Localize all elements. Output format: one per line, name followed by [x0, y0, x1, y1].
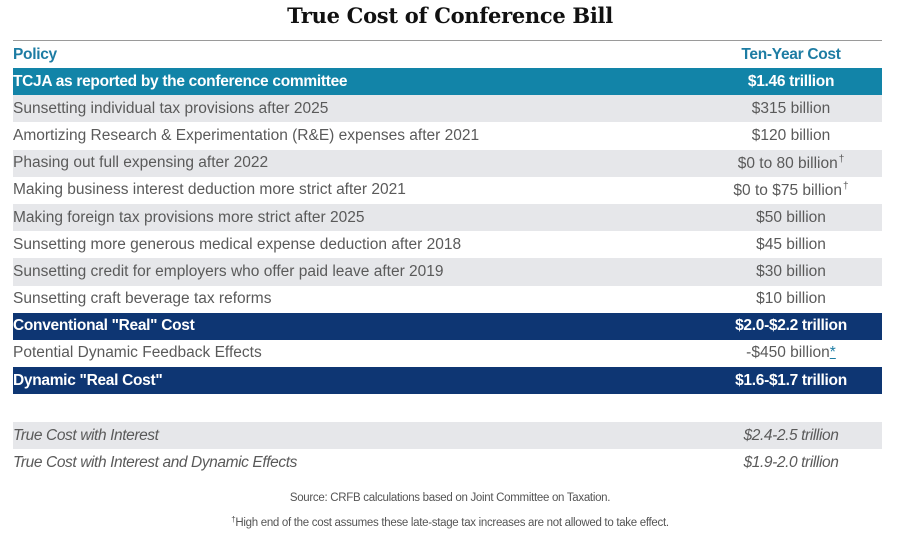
table-row: TCJA as reported by the conference commi…: [13, 68, 882, 96]
cost-value: $45 billion: [756, 235, 826, 253]
cost-value: $1.9-2.0 trillion: [743, 454, 839, 472]
cost-cell: $50 billion: [706, 209, 876, 227]
cost-value: $2.4-2.5 trillion: [743, 426, 839, 444]
table-row: Amortizing Research & Experimentation (R…: [13, 122, 882, 150]
policy-cell: Phasing out full expensing after 2022: [13, 154, 269, 172]
source-note: Source: CRFB calculations based on Joint…: [289, 492, 611, 504]
cost-value: $30 billion: [756, 262, 826, 280]
cost-value: $120 billion: [751, 126, 831, 144]
cost-table: Policy Ten-Year Cost TCJA as reported by…: [13, 40, 882, 477]
table-row: True Cost with Interest and Dynamic Effe…: [13, 449, 882, 477]
cost-cell: $2.0-$2.2 trillion: [706, 317, 876, 335]
dagger-footnote-mark: †: [838, 153, 845, 165]
dagger-footnote-mark: †: [843, 180, 849, 192]
policy-cell: Potential Dynamic Feedback Effects: [13, 344, 262, 362]
policy-cell: Sunsetting craft beverage tax reforms: [13, 290, 272, 308]
policy-cell: TCJA as reported by the conference commi…: [13, 72, 348, 90]
cost-value: $10 billion: [756, 290, 826, 308]
dagger-note: †High end of the cost assumes these late…: [0, 509, 900, 530]
main-rows: TCJA as reported by the conference commi…: [13, 68, 882, 395]
cost-value: $0 to $75 billion: [733, 181, 843, 199]
table-row: Conventional "Real" Cost $2.0-$2.2 trilli…: [13, 312, 882, 340]
table-row: Potential Dynamic Feedback Effects -$450 …: [13, 339, 882, 368]
page-title: True Cost of Conference Bill: [287, 3, 613, 28]
policy-cell: Making foreign tax provisions more stric…: [13, 208, 365, 226]
table-row: Phasing out full expensing after 2022 $0 …: [13, 149, 882, 177]
table-top-rule: [13, 40, 882, 41]
policy-cell: Sunsetting more generous medical expense…: [13, 235, 462, 253]
cost-cell: $1.6-$1.7 trillion: [706, 372, 876, 390]
policy-cell: True Cost with Interest: [13, 426, 159, 444]
policy-cell: Sunsetting individual tax provisions aft…: [13, 99, 329, 117]
cost-value: $0 to 80 billion: [737, 154, 838, 172]
policy-cell: Making business interest deduction more …: [13, 181, 406, 199]
cost-cell: $120 billion: [706, 127, 876, 145]
table-row: Sunsetting credit for employers who offe…: [13, 258, 882, 286]
cost-cell: $1.9-2.0 trillion: [706, 454, 876, 472]
cost-value: $315 billion: [751, 99, 831, 117]
cost-value: $1.6-$1.7 trillion: [735, 371, 847, 389]
table-row: Sunsetting individual tax provisions aft…: [13, 95, 882, 123]
footnotes: Source: CRFB calculations based on Joint…: [0, 488, 900, 530]
section-spacer: [13, 394, 882, 422]
cost-value: $1.46 trillion: [747, 72, 835, 90]
policy-cell: Dynamic "Real Cost": [13, 371, 163, 389]
cost-value: $2.0-$2.2 trillion: [735, 317, 847, 335]
cost-value: -$450 billion: [746, 344, 830, 362]
policy-cell: True Cost with Interest and Dynamic Effe…: [13, 454, 298, 472]
dagger-note-text: High end of the cost assumes these late-…: [235, 517, 669, 529]
cost-cell: -$450 billion*: [706, 344, 876, 362]
cost-cell: $315 billion: [706, 100, 876, 118]
cost-cell: $0 to 80 billion†: [706, 154, 876, 173]
asterisk-footnote-link[interactable]: *: [829, 344, 836, 362]
cost-value: $50 billion: [756, 208, 826, 226]
table-row: Making foreign tax provisions more stric…: [13, 203, 882, 232]
table-header: Policy Ten-Year Cost: [13, 41, 882, 68]
cost-cell: $10 billion: [706, 290, 876, 308]
dagger-mark: †: [231, 515, 236, 524]
column-header-policy: Policy: [13, 45, 57, 63]
interest-rows: True Cost with Interest $2.4-2.5 trillion…: [13, 422, 882, 477]
cost-cell: $45 billion: [706, 236, 876, 254]
cost-cell: $1.46 trillion: [706, 73, 876, 91]
cost-cell: $2.4-2.5 trillion: [706, 427, 876, 445]
table-row: True Cost with Interest $2.4-2.5 trillion: [13, 422, 882, 450]
table-row: Dynamic "Real Cost" $1.6-$1.7 trillion: [13, 367, 882, 395]
table-row: Sunsetting craft beverage tax reforms $10…: [13, 285, 882, 313]
table-row: Sunsetting more generous medical expense…: [13, 231, 882, 259]
policy-cell: Sunsetting credit for employers who offe…: [13, 262, 444, 280]
column-header-cost: Ten-Year Cost: [741, 45, 841, 63]
policy-cell: Amortizing Research & Experimentation (R…: [13, 126, 480, 144]
table-row: Making business interest deduction more …: [13, 176, 882, 204]
cost-cell: $30 billion: [706, 263, 876, 281]
cost-cell: $0 to $75 billion†: [706, 181, 876, 200]
policy-cell: Conventional "Real" Cost: [13, 317, 195, 335]
